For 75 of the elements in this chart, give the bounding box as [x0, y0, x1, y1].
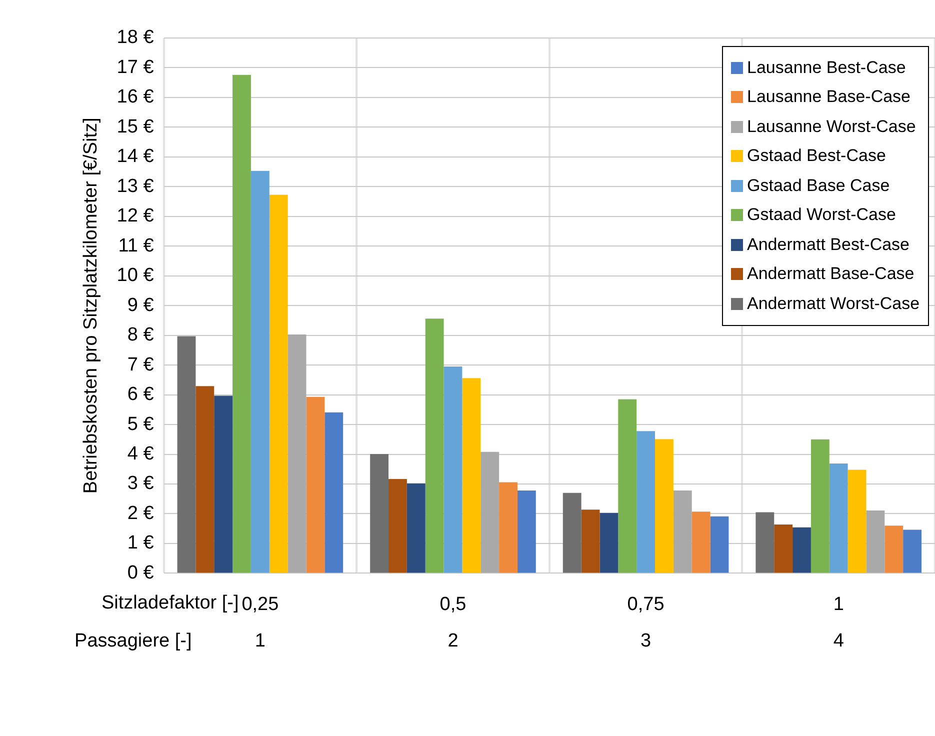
y-tick-label: 5 €	[127, 414, 154, 435]
y-tick-label: 14 €	[116, 146, 154, 168]
bar	[177, 336, 196, 573]
bar	[517, 490, 536, 573]
bar	[884, 526, 904, 573]
y-tick-label: 12 €	[116, 206, 154, 227]
bar	[324, 412, 344, 573]
y-tick-label: 10 €	[116, 265, 154, 286]
bar	[480, 452, 500, 573]
bar	[499, 482, 518, 573]
bar	[792, 527, 811, 573]
x-tick-label: 0,25	[242, 594, 279, 615]
y-tick-label: 2 €	[127, 502, 154, 524]
legend-label: Andermatt Worst-Case	[747, 294, 920, 314]
bar	[655, 439, 674, 573]
bar	[903, 530, 922, 573]
bar	[618, 399, 637, 573]
bar	[848, 470, 866, 573]
bar	[425, 318, 444, 573]
text: 4	[833, 630, 844, 652]
legend-label: Andermatt Best-Case	[747, 234, 910, 255]
y-axis-title: Betriebskosten pro Sitzplatzkilometer [€/Sitz]	[80, 118, 102, 494]
bar	[600, 512, 618, 573]
legend-label: Lausanne Best-Case	[747, 58, 906, 78]
y-tick-label: 3 €	[127, 473, 154, 494]
bar	[444, 366, 462, 573]
x-tick-label: 1	[833, 594, 844, 615]
y-tick-label: 16 €	[116, 86, 154, 108]
legend-label: Gstaad Best-Case	[747, 146, 886, 166]
y-tick-label: 11 €	[118, 235, 154, 256]
legend-label: Andermatt Base-Case	[747, 264, 914, 284]
text: 3	[640, 630, 652, 652]
y-tick-label: 9 €	[127, 294, 154, 316]
text: 1	[254, 630, 266, 652]
bar	[756, 512, 774, 573]
legend-label: Gstaad Base Case	[747, 176, 890, 196]
y-tick-label: 13 €	[116, 176, 154, 197]
legend-label: Lausanne Base-Case	[747, 87, 911, 108]
text: Passagiere [-]	[74, 630, 192, 652]
text: 2	[448, 630, 458, 652]
bar	[710, 516, 729, 573]
y-tick-label: 7 €	[127, 354, 154, 376]
x-tick-label: 0,5	[440, 594, 466, 615]
bar	[288, 334, 306, 573]
bar	[269, 194, 288, 573]
x-axis-title: Sitzladefaktor [-]	[102, 592, 239, 614]
bar	[196, 386, 214, 573]
bar	[250, 170, 270, 573]
bar	[774, 524, 793, 573]
bar	[370, 454, 389, 573]
bar	[306, 396, 325, 573]
y-tick-label: 1 €	[127, 532, 154, 554]
bar	[214, 396, 233, 573]
bar	[232, 74, 251, 573]
y-tick-label: 17 €	[116, 56, 154, 78]
y-tick-label: 6 €	[127, 384, 154, 406]
x-tick-label: 0,75	[627, 594, 664, 615]
bar	[406, 483, 426, 573]
legend-label: Gstaad Worst-Case	[747, 205, 896, 226]
y-tick-label: 8 €	[127, 324, 154, 346]
bar	[388, 478, 407, 573]
y-tick-label: 0 €	[127, 562, 154, 584]
y-tick-label: 18 €	[116, 27, 154, 48]
bar	[636, 431, 656, 573]
bar	[673, 490, 692, 573]
bar	[866, 510, 885, 573]
y-tick-label: 15 €	[116, 116, 154, 138]
bar	[581, 510, 600, 573]
legend-label: Lausanne Worst-Case	[747, 116, 916, 137]
bar	[810, 439, 830, 573]
bar	[462, 378, 481, 573]
y-tick-label: 4 €	[127, 444, 154, 464]
bar	[562, 492, 582, 573]
bar	[829, 463, 848, 573]
bar	[692, 512, 710, 573]
